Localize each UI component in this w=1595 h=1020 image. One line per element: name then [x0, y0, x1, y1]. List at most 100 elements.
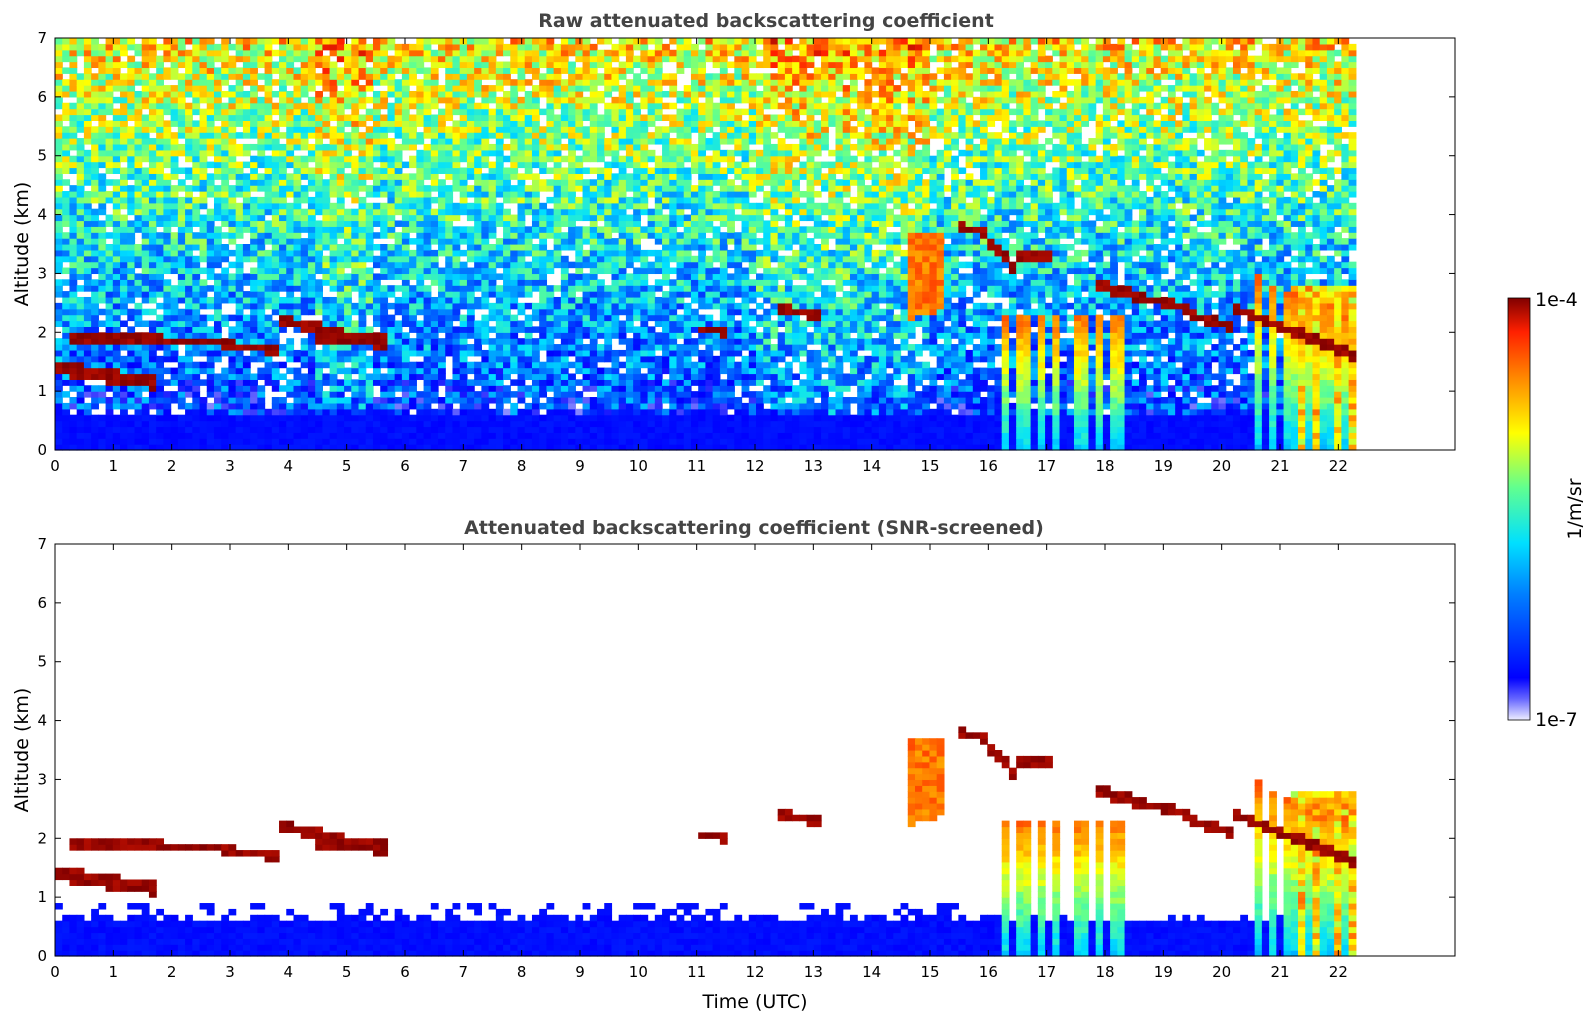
heatmap-cell	[416, 43, 425, 51]
heatmap-cell	[372, 426, 381, 433]
heatmap-cell	[221, 38, 230, 45]
heatmap-cell	[618, 167, 627, 174]
heatmap-cell	[611, 332, 620, 339]
heatmap-cell	[192, 379, 201, 386]
heatmap-cell	[438, 273, 446, 280]
heatmap-cell	[192, 208, 201, 216]
heatmap-cell	[380, 432, 389, 439]
heatmap-cell	[365, 255, 374, 263]
heatmap-cell	[307, 367, 316, 375]
heatmap-cell	[213, 391, 222, 398]
heatmap-cell	[199, 167, 208, 174]
heatmap-cell	[221, 161, 230, 169]
heatmap-cell	[120, 108, 128, 116]
heatmap-cell	[611, 432, 620, 439]
heatmap-cell	[98, 126, 107, 133]
heatmap-cell	[192, 291, 201, 298]
heatmap-cell	[257, 179, 266, 186]
heatmap-cell	[242, 414, 251, 422]
heatmap-cell	[185, 438, 193, 445]
heatmap-cell	[481, 185, 490, 192]
heatmap-cell	[452, 167, 461, 174]
heatmap-cell	[98, 279, 107, 286]
heatmap-cell	[163, 391, 172, 398]
heatmap-cell	[322, 314, 331, 322]
heatmap-cell	[279, 226, 287, 233]
heatmap-cell	[553, 67, 562, 74]
heatmap-cell	[163, 185, 172, 192]
heatmap-cell	[495, 61, 504, 69]
heatmap-cell	[250, 249, 258, 257]
heatmap-cell	[55, 338, 63, 345]
heatmap-cell	[279, 279, 287, 286]
heatmap-cell	[351, 185, 360, 192]
heatmap-cell	[445, 338, 454, 345]
heatmap-cell	[55, 285, 63, 292]
heatmap-cell	[459, 90, 468, 98]
heatmap-cell	[170, 55, 179, 63]
heatmap-cell	[459, 185, 468, 192]
heatmap-cell	[286, 179, 295, 186]
heatmap-cell	[83, 167, 92, 174]
heatmap-cell	[163, 90, 172, 98]
heatmap-cell	[141, 232, 150, 239]
heatmap-cell	[344, 191, 352, 198]
heatmap-cell	[430, 397, 439, 404]
heatmap-cell	[221, 49, 230, 57]
heatmap-cell	[199, 214, 208, 222]
heatmap-cell	[112, 326, 121, 333]
heatmap-cell	[351, 126, 360, 133]
heatmap-cell	[105, 55, 114, 63]
heatmap-cell	[531, 326, 540, 333]
heatmap-cell	[372, 397, 381, 404]
heatmap-cell	[206, 102, 215, 110]
heatmap-cell	[120, 214, 128, 222]
heatmap-cell	[250, 344, 258, 351]
heatmap-cell	[560, 432, 569, 439]
heatmap-cell	[55, 414, 63, 422]
heatmap-cell	[394, 185, 403, 192]
heatmap-cell	[329, 132, 338, 139]
heatmap-cell	[459, 132, 468, 139]
heatmap-cell	[539, 85, 548, 92]
heatmap-cell	[264, 408, 273, 416]
heatmap-cell	[618, 202, 627, 210]
heatmap-cell	[553, 432, 562, 439]
heatmap-cell	[394, 126, 403, 133]
heatmap-cell	[409, 402, 417, 410]
heatmap-cell	[112, 202, 121, 210]
heatmap-cell	[423, 444, 432, 451]
heatmap-cell	[206, 208, 215, 216]
heatmap-cell	[177, 208, 186, 216]
heatmap-cell	[365, 332, 374, 339]
heatmap-cell	[372, 43, 381, 51]
heatmap-cell	[423, 391, 432, 398]
heatmap-cell	[524, 191, 533, 198]
heatmap-cell	[344, 85, 352, 92]
heatmap-cell	[597, 238, 605, 245]
heatmap-cell	[387, 208, 396, 216]
heatmap-cell	[300, 402, 309, 410]
heatmap-cell	[625, 249, 634, 257]
heatmap-cell	[582, 438, 591, 445]
heatmap-cell	[589, 344, 598, 351]
heatmap-cell	[423, 432, 432, 439]
heatmap-cell	[560, 102, 569, 110]
heatmap-cell	[568, 344, 576, 351]
heatmap-cell	[488, 202, 497, 210]
heatmap-cell	[568, 232, 576, 239]
heatmap-cell	[271, 244, 280, 251]
heatmap-cell	[329, 373, 338, 380]
heatmap-cell	[430, 261, 439, 269]
heatmap-cell	[495, 138, 504, 145]
heatmap-cell	[83, 232, 92, 239]
heatmap-cell	[76, 38, 85, 45]
heatmap-cell	[185, 326, 193, 333]
heatmap-cell	[495, 249, 504, 257]
heatmap-cell	[235, 426, 244, 433]
heatmap-cell	[322, 279, 331, 286]
heatmap-cell	[55, 90, 63, 98]
heatmap-cell	[148, 402, 157, 410]
heatmap-cell	[127, 314, 136, 322]
heatmap-cell	[322, 214, 331, 222]
